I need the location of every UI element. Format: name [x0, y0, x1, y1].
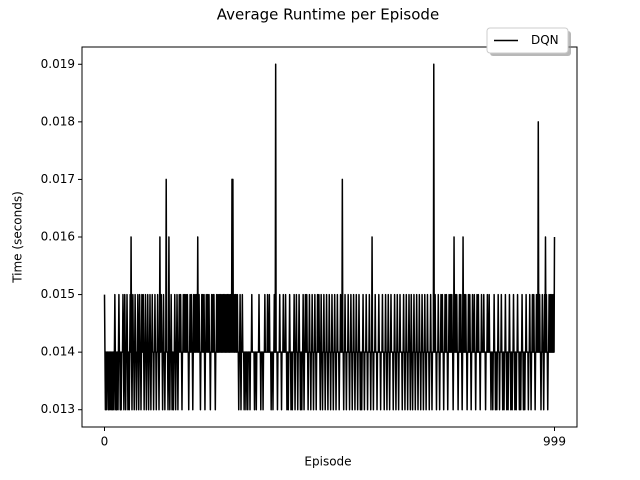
y-tick-label: 0.014 [41, 345, 75, 359]
legend-label: DQN [531, 33, 559, 47]
chart-title: Average Runtime per Episode [217, 6, 439, 24]
x-tick-label: 0 [101, 435, 109, 449]
y-tick-label: 0.013 [41, 402, 75, 416]
x-axis-label: Episode [304, 455, 351, 469]
y-tick-label: 0.015 [41, 287, 75, 301]
legend-box [486, 27, 569, 54]
y-tick-label: 0.017 [41, 172, 75, 186]
plot-frame [81, 46, 578, 428]
y-tick-label: 0.016 [41, 230, 75, 244]
line-series [103, 63, 556, 411]
y-tick-label: 0.019 [41, 57, 75, 71]
y-tick-label: 0.018 [41, 114, 75, 128]
x-tick-label: 999 [543, 435, 566, 449]
y-axis-label: Time (seconds) [11, 191, 25, 284]
